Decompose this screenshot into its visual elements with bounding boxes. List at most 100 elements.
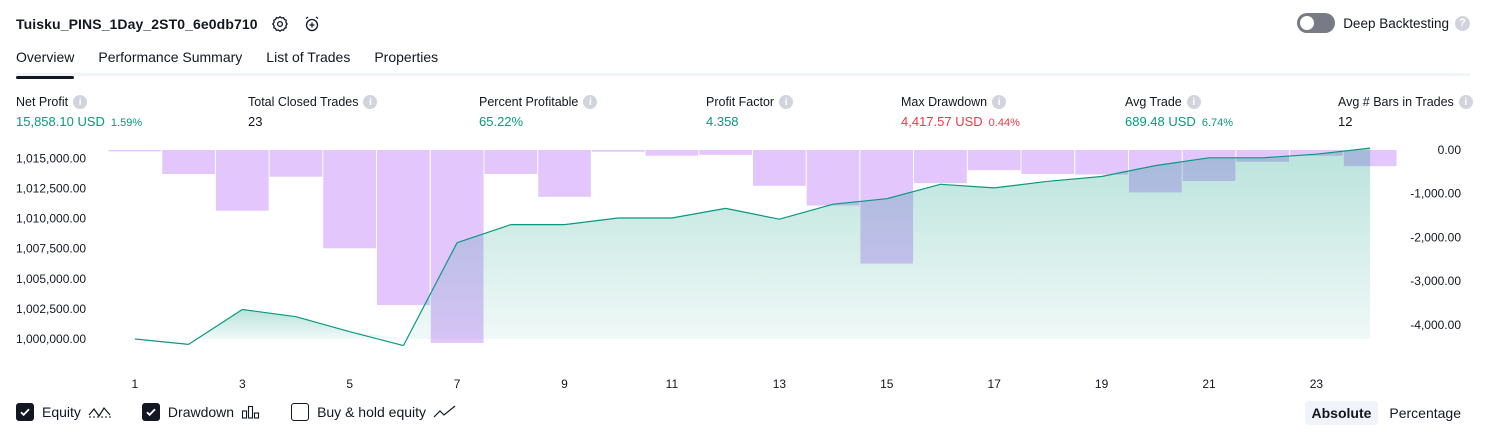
absolute-button[interactable]: Absolute xyxy=(1304,401,1379,425)
equity-drawdown-chart[interactable]: 1,015,000.00 1,012,500.00 1,010,000.00 1,00… xyxy=(0,140,1486,400)
right-axis-tick-label: -2,000.00 xyxy=(1410,230,1461,244)
left-axis-tick-label: 1,015,000.00 xyxy=(16,151,86,165)
drawdown-bar xyxy=(269,150,323,177)
x-axis-tick-label: 5 xyxy=(346,377,353,391)
drawdown-bar xyxy=(645,150,699,156)
metric-avg-bars-in-trades: Avg # Bars in Trades i 12 xyxy=(1338,94,1473,129)
legend-buy-hold-equity[interactable]: Buy & hold equity xyxy=(291,403,457,421)
equity-line-segment xyxy=(1262,153,1317,159)
tab-performance-summary[interactable]: Performance Summary xyxy=(98,49,243,65)
right-axis-tick-label: -4,000.00 xyxy=(1410,318,1461,332)
drawdown-bar xyxy=(967,150,1021,171)
metric-label: Net Profit xyxy=(16,95,69,109)
legend-equity[interactable]: Equity xyxy=(16,403,112,421)
metric-percent: 6.74% xyxy=(1201,117,1234,129)
left-axis-tick-label: 1,000,000.00 xyxy=(16,332,86,346)
tab-properties[interactable]: Properties xyxy=(374,49,439,65)
left-axis-tick-label: 1,005,000.00 xyxy=(16,272,86,286)
buy-hold-checkbox[interactable] xyxy=(291,403,310,421)
metric-label: Percent Profitable xyxy=(479,95,579,109)
left-axis-tick-label: 1,010,000.00 xyxy=(16,212,86,226)
tab-overview[interactable]: Overview xyxy=(16,48,75,79)
metric-value: 689.48 USD xyxy=(1125,114,1196,129)
deep-backtesting-label: Deep Backtesting xyxy=(1343,15,1449,31)
equity-line-segment xyxy=(242,308,297,318)
drawdown-bar xyxy=(1290,150,1343,156)
chart-legend: Equity Drawdown Buy & hold equity xyxy=(16,403,487,421)
drawdown-bar xyxy=(377,150,430,306)
equity-checkbox[interactable] xyxy=(16,403,34,421)
strategy-title: Tuisku_PINS_1Day_2ST0_6e0db710 xyxy=(16,16,258,32)
percentage-button[interactable]: Percentage xyxy=(1389,405,1461,421)
equity-line-segment xyxy=(1101,165,1156,178)
x-axis-tick-label: 21 xyxy=(1202,377,1216,391)
buy-hold-line-icon xyxy=(433,405,457,419)
equity-line-segment xyxy=(940,183,995,189)
legend-label: Drawdown xyxy=(167,404,235,420)
x-axis-tick-label: 7 xyxy=(454,377,461,391)
drawdown-bar xyxy=(753,150,806,186)
equity-line-segment xyxy=(1047,175,1102,182)
x-axis-tick-label: 3 xyxy=(239,377,246,391)
equity-line-segment xyxy=(456,224,511,244)
equity-line-segment xyxy=(295,316,350,333)
toggle-knob xyxy=(1300,16,1315,30)
drawdown-bar xyxy=(1236,150,1290,162)
equity-line-segment xyxy=(1316,147,1371,155)
legend-drawdown[interactable]: Drawdown xyxy=(141,403,261,421)
metric-label: Total Closed Trades xyxy=(248,95,359,109)
drawdown-bar xyxy=(484,150,538,174)
equity-area xyxy=(406,148,1371,339)
equity-line-segment xyxy=(134,338,189,345)
metric-value: 4.358 xyxy=(706,114,739,129)
metric-percent: 1.59% xyxy=(110,117,143,129)
drawdown-bar xyxy=(699,150,752,155)
x-axis-tick-label: 15 xyxy=(880,377,894,391)
equity-line-segment xyxy=(564,217,619,226)
equity-line-icon xyxy=(88,405,112,419)
tab-list-of-trades[interactable]: List of Trades xyxy=(266,49,351,65)
drawdown-bar xyxy=(1021,150,1075,174)
drawdown-bar xyxy=(108,150,162,152)
metric-percent-profitable: Percent Profitable i 65.22% xyxy=(479,94,598,129)
metric-total-closed-trades: Total Closed Trades i 23 xyxy=(248,94,378,129)
info-icon[interactable]: i xyxy=(73,95,88,109)
x-axis-tick-label: 11 xyxy=(666,377,679,391)
x-axis-tick-label: 17 xyxy=(988,377,1002,391)
drawdown-checkbox[interactable] xyxy=(141,403,160,421)
x-axis-tick-label: 13 xyxy=(773,377,787,391)
metric-label: Profit Factor xyxy=(706,95,775,109)
alarm-add-icon[interactable] xyxy=(302,14,322,34)
deep-backtesting-toggle[interactable] xyxy=(1297,13,1336,33)
metric-profit-factor: Profit Factor i 4.358 xyxy=(706,94,794,129)
metric-value: 15,858.10 USD xyxy=(16,114,105,129)
left-axis-tick-label: 1,002,500.00 xyxy=(16,302,86,316)
drawdown-bar xyxy=(323,150,376,249)
info-icon[interactable]: i xyxy=(779,95,794,109)
drawdown-bar xyxy=(806,150,860,206)
info-icon[interactable]: i xyxy=(1186,95,1201,109)
gear-icon[interactable] xyxy=(270,14,290,34)
x-axis-tick-label: 19 xyxy=(1095,377,1109,391)
equity-line-segment xyxy=(833,198,887,205)
left-axis-tick-label: 1,012,500.00 xyxy=(16,182,86,196)
equity-line-segment xyxy=(725,207,780,220)
metric-label: Avg # Bars in Trades xyxy=(1338,95,1454,109)
metric-net-profit: Net Profit i 15,858.10 USD 1.59% xyxy=(16,94,142,129)
help-icon[interactable]: ? xyxy=(1455,15,1470,31)
equity-line-segment xyxy=(188,308,243,345)
info-icon[interactable]: i xyxy=(992,95,1007,109)
report-tabs: Overview Performance Summary List of Tra… xyxy=(16,48,1470,79)
info-icon[interactable]: i xyxy=(583,95,598,109)
x-axis-tick-label: 23 xyxy=(1310,377,1324,391)
legend-label: Equity xyxy=(42,404,81,420)
right-axis-tick-label: 0.00 xyxy=(1438,143,1462,157)
equity-area xyxy=(196,309,407,339)
drawdown-bar xyxy=(215,150,269,211)
view-mode-toggle: Absolute Percentage xyxy=(1301,401,1469,425)
info-icon[interactable]: i xyxy=(363,95,378,109)
metric-label: Max Drawdown xyxy=(901,95,988,109)
x-axis-tick-label: 1 xyxy=(132,377,139,391)
metric-value: 4,417.57 USD xyxy=(901,114,983,129)
info-icon[interactable]: i xyxy=(1458,95,1473,109)
